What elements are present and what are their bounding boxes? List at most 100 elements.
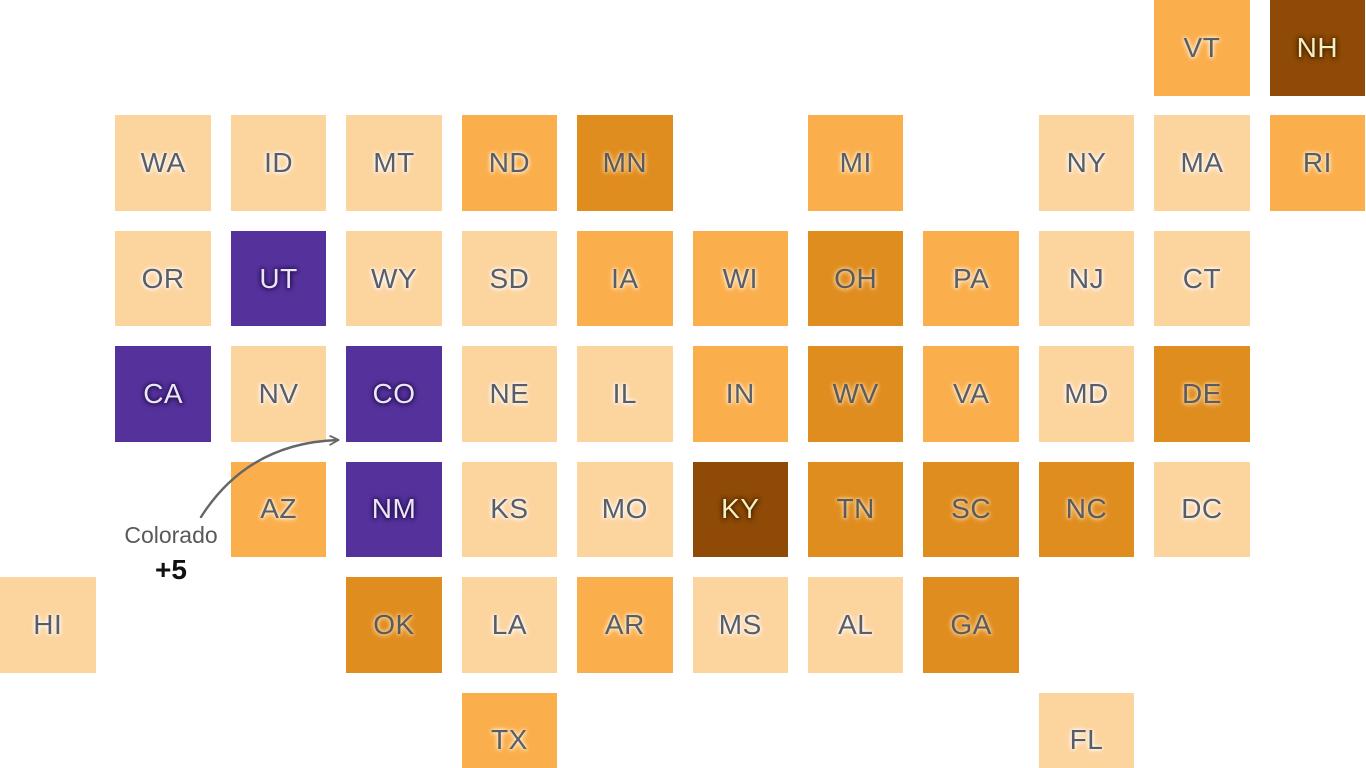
state-label: AZ bbox=[260, 493, 297, 525]
state-tile[interactable]: WV bbox=[807, 346, 904, 442]
state-label: TX bbox=[491, 724, 528, 756]
state-tile[interactable]: MS bbox=[692, 577, 789, 673]
annotation-callout: Colorado +5 bbox=[110, 522, 232, 586]
state-label: OR bbox=[141, 262, 185, 294]
state-tile[interactable]: UT bbox=[230, 230, 327, 327]
state-label: ND bbox=[488, 147, 531, 179]
state-label: SC bbox=[951, 493, 992, 525]
state-tile[interactable]: CO bbox=[346, 346, 442, 442]
state-label: VA bbox=[952, 378, 990, 409]
state-tile[interactable]: VA bbox=[923, 346, 1019, 442]
state-label: TN bbox=[836, 493, 875, 525]
state-tile[interactable]: MI bbox=[807, 115, 904, 211]
state-tile[interactable]: NJ bbox=[1038, 230, 1135, 327]
state-tile[interactable]: OH bbox=[807, 230, 904, 327]
state-tile[interactable]: NY bbox=[1038, 115, 1135, 211]
state-label: CT bbox=[1182, 262, 1222, 294]
annotation-label: Colorado bbox=[124, 522, 218, 548]
state-tile[interactable]: OR bbox=[115, 230, 211, 327]
state-label: FL bbox=[1069, 724, 1104, 756]
state-tile[interactable]: PA bbox=[923, 230, 1019, 327]
state-tile[interactable]: KY bbox=[692, 461, 789, 558]
state-label: KS bbox=[490, 493, 529, 525]
state-label: IA bbox=[611, 262, 639, 294]
state-label: DE bbox=[1181, 378, 1222, 409]
state-label: MT bbox=[373, 147, 415, 179]
state-label: PA bbox=[952, 262, 990, 294]
state-label: MN bbox=[602, 147, 648, 179]
state-label: NM bbox=[371, 493, 417, 525]
state-label: OK bbox=[373, 608, 415, 640]
state-label: WA bbox=[140, 147, 186, 179]
state-tile[interactable]: VT bbox=[1154, 0, 1250, 96]
state-label: WV bbox=[832, 378, 879, 409]
state-label: NJ bbox=[1068, 262, 1105, 294]
state-label: UT bbox=[259, 262, 298, 294]
state-label: WY bbox=[370, 262, 418, 294]
state-tile[interactable]: TN bbox=[807, 461, 904, 558]
state-tile[interactable]: IA bbox=[577, 230, 673, 327]
state-tile[interactable]: WI bbox=[692, 230, 789, 327]
state-label: MO bbox=[601, 493, 648, 525]
state-tile[interactable]: DC bbox=[1154, 461, 1250, 558]
state-tile[interactable]: RI bbox=[1269, 115, 1366, 211]
state-tile[interactable]: ND bbox=[461, 115, 558, 211]
state-tile[interactable]: NV bbox=[230, 346, 327, 442]
state-label: NE bbox=[489, 378, 530, 409]
state-label: MI bbox=[839, 147, 872, 179]
state-label: IN bbox=[725, 378, 755, 409]
state-label: HI bbox=[33, 608, 63, 640]
state-tile[interactable]: NM bbox=[346, 461, 442, 558]
state-tile[interactable]: IN bbox=[692, 346, 789, 442]
state-tile[interactable]: LA bbox=[461, 577, 558, 673]
state-tile[interactable]: TX bbox=[461, 692, 558, 768]
state-tile[interactable]: WA bbox=[115, 115, 211, 211]
state-tile[interactable]: MA bbox=[1154, 115, 1250, 211]
state-label: GA bbox=[950, 608, 992, 640]
state-label: MS bbox=[718, 608, 762, 640]
state-label: AL bbox=[838, 608, 874, 640]
state-tile[interactable]: WY bbox=[346, 230, 442, 327]
state-tile[interactable]: KS bbox=[461, 461, 558, 558]
state-tile[interactable]: GA bbox=[923, 577, 1019, 673]
state-label: LA bbox=[491, 608, 528, 640]
state-tile[interactable]: CA bbox=[115, 346, 211, 442]
state-label: NC bbox=[1065, 493, 1108, 525]
state-tile[interactable]: AL bbox=[807, 577, 904, 673]
state-label: DC bbox=[1181, 493, 1223, 525]
state-tile[interactable]: MO bbox=[577, 461, 673, 558]
state-tile[interactable]: MN bbox=[577, 115, 673, 211]
state-tile[interactable]: NC bbox=[1038, 461, 1135, 558]
state-label: ID bbox=[264, 147, 294, 179]
state-label: NV bbox=[258, 378, 299, 409]
state-label: MA bbox=[1180, 147, 1224, 179]
state-label: VT bbox=[1183, 31, 1221, 63]
state-tile[interactable]: NH bbox=[1269, 0, 1366, 96]
state-tile[interactable]: HI bbox=[0, 577, 96, 673]
state-label: IL bbox=[612, 378, 638, 409]
state-tile[interactable]: MD bbox=[1038, 346, 1135, 442]
state-tile[interactable]: OK bbox=[346, 577, 442, 673]
state-tile[interactable]: MT bbox=[346, 115, 442, 211]
state-tile[interactable]: FL bbox=[1038, 692, 1135, 768]
state-tile[interactable]: NE bbox=[461, 346, 558, 442]
state-label: KY bbox=[721, 493, 760, 525]
state-label: RI bbox=[1302, 147, 1332, 179]
state-label: AR bbox=[604, 608, 645, 640]
state-tile[interactable]: SD bbox=[461, 230, 558, 327]
annotation-value: +5 bbox=[155, 553, 187, 585]
state-label: CA bbox=[143, 378, 184, 409]
state-label: SD bbox=[489, 262, 530, 294]
state-label: WI bbox=[722, 262, 758, 294]
state-label: NY bbox=[1066, 147, 1107, 179]
state-tile[interactable]: AZ bbox=[230, 461, 327, 558]
state-label: NH bbox=[1296, 31, 1339, 63]
state-tile[interactable]: CT bbox=[1154, 230, 1250, 327]
state-tile[interactable]: ID bbox=[230, 115, 327, 211]
state-tile[interactable]: AR bbox=[577, 577, 673, 673]
state-tile[interactable]: IL bbox=[577, 346, 673, 442]
state-label: OH bbox=[834, 262, 878, 294]
state-tile[interactable]: SC bbox=[923, 461, 1019, 558]
state-tile[interactable]: DE bbox=[1154, 346, 1250, 442]
